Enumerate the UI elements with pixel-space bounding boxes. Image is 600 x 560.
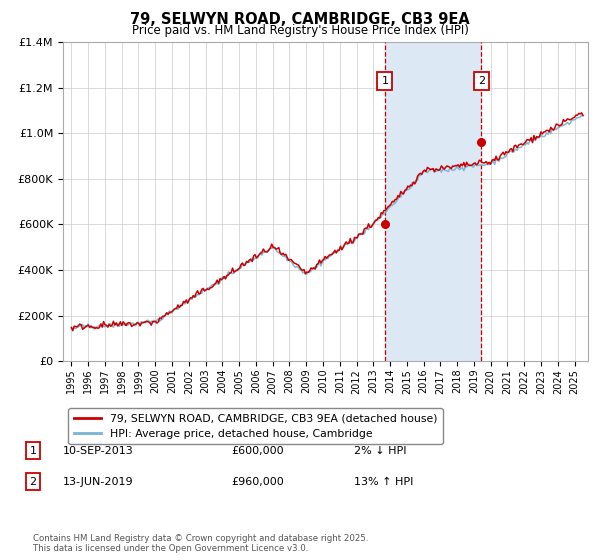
Text: 2: 2 xyxy=(29,477,37,487)
Text: 13-JUN-2019: 13-JUN-2019 xyxy=(63,477,134,487)
Text: £960,000: £960,000 xyxy=(231,477,284,487)
Text: 1: 1 xyxy=(29,446,37,456)
Bar xyxy=(385,42,481,361)
Text: 10-SEP-2013: 10-SEP-2013 xyxy=(63,446,134,456)
Text: Contains HM Land Registry data © Crown copyright and database right 2025.
This d: Contains HM Land Registry data © Crown c… xyxy=(33,534,368,553)
Text: 79, SELWYN ROAD, CAMBRIDGE, CB3 9EA: 79, SELWYN ROAD, CAMBRIDGE, CB3 9EA xyxy=(130,12,470,27)
Text: 1: 1 xyxy=(382,76,388,86)
Text: 2: 2 xyxy=(478,76,485,86)
Text: 13% ↑ HPI: 13% ↑ HPI xyxy=(354,477,413,487)
Text: £600,000: £600,000 xyxy=(231,446,284,456)
Text: 2% ↓ HPI: 2% ↓ HPI xyxy=(354,446,407,456)
Text: Price paid vs. HM Land Registry's House Price Index (HPI): Price paid vs. HM Land Registry's House … xyxy=(131,24,469,37)
Legend: 79, SELWYN ROAD, CAMBRIDGE, CB3 9EA (detached house), HPI: Average price, detach: 79, SELWYN ROAD, CAMBRIDGE, CB3 9EA (det… xyxy=(68,408,443,445)
